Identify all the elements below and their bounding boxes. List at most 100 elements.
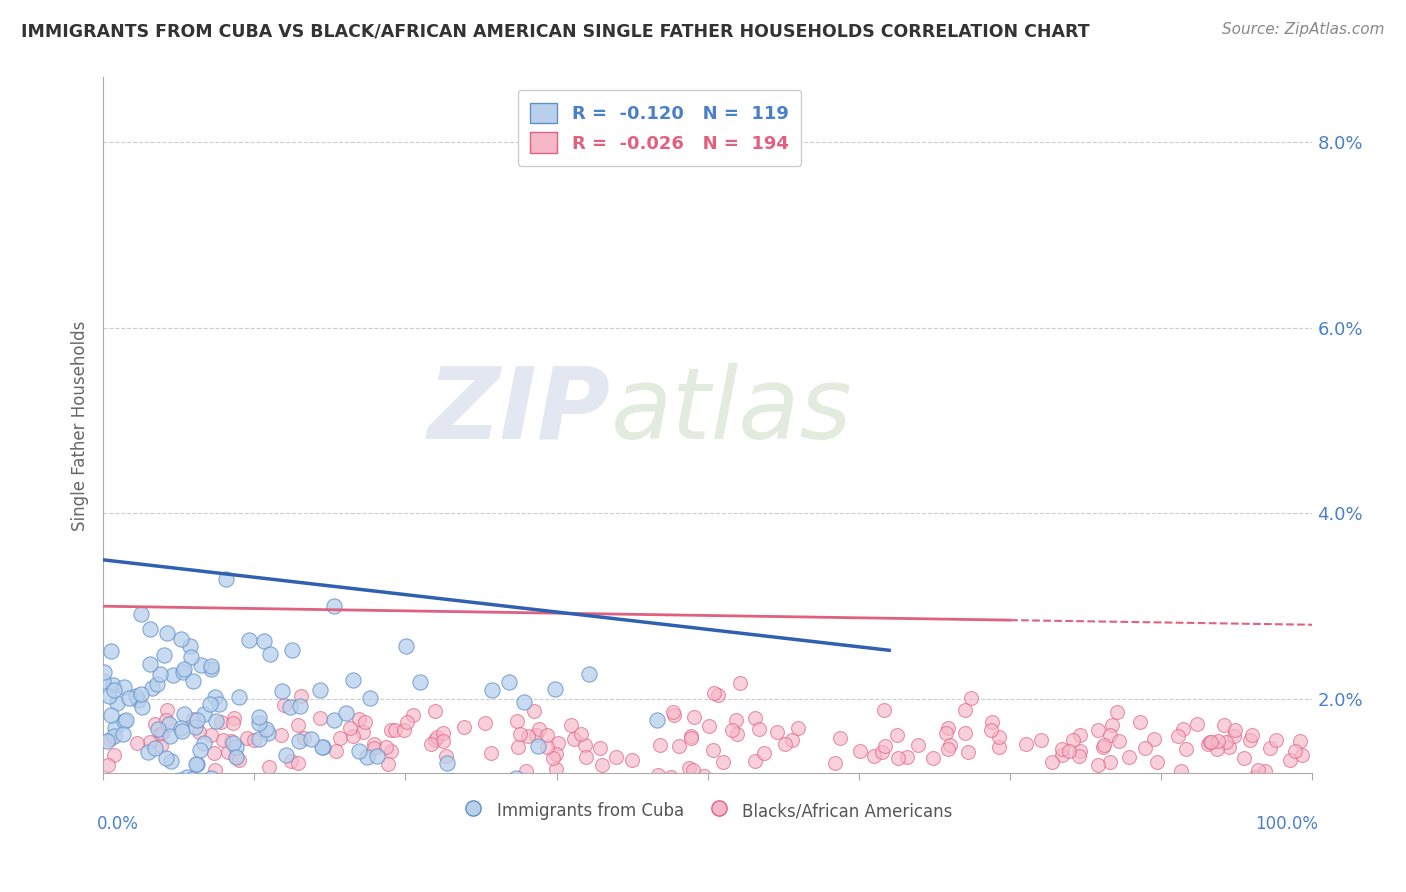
Point <box>183 712 205 726</box>
Point <box>392 591 415 605</box>
Point <box>156 553 179 567</box>
Point <box>205 574 228 588</box>
Point <box>276 714 298 729</box>
Point <box>155 641 177 656</box>
Point <box>141 513 163 527</box>
Point <box>287 581 309 595</box>
Point <box>1092 617 1115 632</box>
Point <box>679 600 702 615</box>
Point <box>222 613 245 627</box>
Point <box>93 484 115 499</box>
Point <box>509 598 531 612</box>
Point <box>517 602 540 616</box>
Point <box>323 571 346 585</box>
Point <box>1146 648 1168 662</box>
Point <box>193 614 215 628</box>
Point <box>180 458 202 472</box>
Point <box>1301 701 1323 715</box>
Point <box>294 736 316 750</box>
Point <box>247 567 270 582</box>
Point <box>498 502 520 516</box>
Point <box>720 590 742 604</box>
Point <box>278 549 301 563</box>
Point <box>1291 636 1313 650</box>
Point <box>1087 654 1109 668</box>
Point <box>987 622 1010 636</box>
Point <box>936 624 959 639</box>
Point <box>121 716 143 731</box>
Point <box>222 577 245 591</box>
Point <box>1223 590 1246 604</box>
Point <box>766 594 789 608</box>
Point <box>200 475 222 489</box>
Point <box>1213 581 1236 595</box>
Point <box>1197 616 1219 631</box>
Point <box>1040 649 1063 664</box>
Point <box>1107 558 1129 572</box>
Point <box>1092 622 1115 636</box>
Point <box>744 569 766 583</box>
Point <box>225 640 247 654</box>
Point <box>149 620 172 634</box>
Point <box>290 529 312 543</box>
Point <box>131 548 153 562</box>
Point <box>375 622 398 636</box>
Point <box>1241 599 1264 614</box>
Point <box>506 621 529 635</box>
Point <box>578 489 600 503</box>
Point <box>264 684 287 698</box>
Point <box>162 491 184 505</box>
Point <box>170 588 193 602</box>
Point <box>380 591 402 606</box>
Point <box>118 532 141 546</box>
Point <box>157 579 180 593</box>
Point <box>873 620 896 634</box>
Point <box>328 706 350 721</box>
Point <box>953 554 976 568</box>
Point <box>103 518 125 533</box>
Point <box>380 630 402 644</box>
Point <box>304 693 326 707</box>
Point <box>678 659 700 673</box>
Text: IMMIGRANTS FROM CUBA VS BLACK/AFRICAN AMERICAN SINGLE FATHER HOUSEHOLDS CORRELAT: IMMIGRANTS FROM CUBA VS BLACK/AFRICAN AM… <box>21 22 1090 40</box>
Point <box>308 568 330 582</box>
Point <box>138 630 160 644</box>
Point <box>1062 608 1084 623</box>
Point <box>682 566 704 580</box>
Point <box>200 677 222 691</box>
Point <box>432 610 454 624</box>
Point <box>420 616 443 631</box>
Point <box>181 570 204 584</box>
Point <box>515 665 537 679</box>
Point <box>101 509 124 524</box>
Point <box>980 590 1002 604</box>
Point <box>1135 624 1157 638</box>
Text: 0.0%: 0.0% <box>97 815 139 833</box>
Point <box>215 315 238 329</box>
Point <box>703 522 725 536</box>
Point <box>299 607 322 621</box>
Point <box>359 532 381 546</box>
Point <box>426 602 449 616</box>
Point <box>519 689 541 703</box>
Point <box>326 706 349 720</box>
Text: Source: ZipAtlas.com: Source: ZipAtlas.com <box>1222 22 1385 37</box>
Point <box>103 602 125 616</box>
Point <box>104 586 127 600</box>
Point <box>873 554 896 568</box>
Point <box>960 533 983 547</box>
Point <box>402 564 425 578</box>
Point <box>100 562 122 576</box>
Point <box>1278 645 1301 659</box>
Point <box>363 623 385 637</box>
Text: 100.0%: 100.0% <box>1256 815 1319 833</box>
Point <box>377 653 399 667</box>
Point <box>987 602 1010 616</box>
Point <box>280 646 302 660</box>
Point <box>747 588 769 602</box>
Point <box>896 639 918 653</box>
Point <box>146 589 169 603</box>
Point <box>939 618 962 632</box>
Point <box>188 593 211 607</box>
Point <box>190 472 212 486</box>
